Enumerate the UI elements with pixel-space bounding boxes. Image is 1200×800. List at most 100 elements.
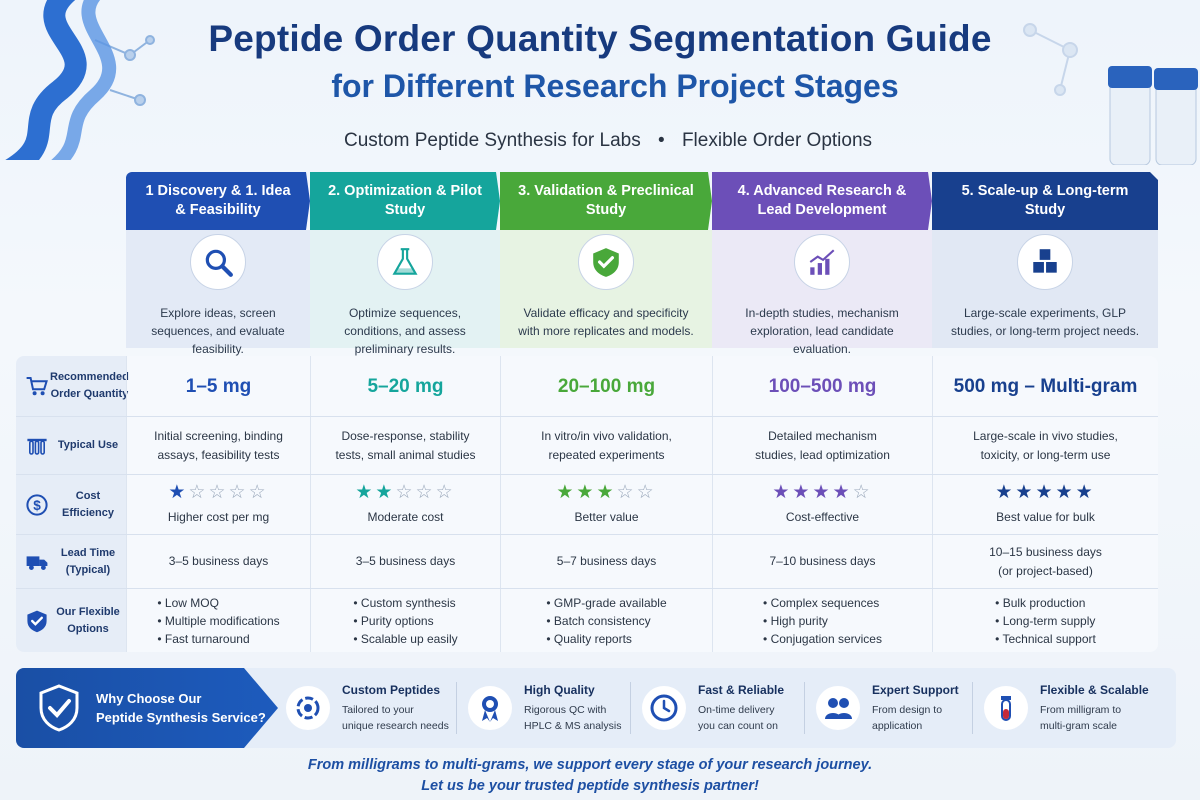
magnifier-icon [205, 249, 233, 277]
cell-text-line: repeated experiments [548, 447, 665, 462]
feature-desc-line1: From milligram to [1040, 703, 1122, 716]
shield-check-icon [593, 248, 619, 277]
list-item: Batch consistency [546, 612, 666, 630]
cell-text-line: studies, lead optimization [755, 447, 890, 462]
feature-icon-circle [642, 686, 686, 730]
list-item: Custom synthesis [353, 594, 457, 612]
table-row-options: Our Flexible Options Low MOQMultiple modi… [16, 588, 1158, 652]
list-item: Long-term supply [995, 612, 1096, 630]
feature-title: High Quality [524, 682, 595, 697]
options-list: GMP-grade availableBatch consistencyQual… [546, 594, 667, 648]
gear-refresh-icon [296, 696, 320, 720]
star-empty-icon: ☆ [636, 481, 657, 503]
stage-body: In-depth studies, mechanism exploration,… [712, 230, 932, 356]
feature-item: Flexible & Scalable From milligram to mult… [984, 668, 1149, 748]
stage-description: In-depth studies, mechanism exploration,… [745, 306, 899, 356]
table-cell: 7–10 business days [712, 535, 932, 588]
trend-chart-icon [809, 249, 835, 275]
list-item: Multiple modifications [157, 612, 280, 630]
quantity-value: 500 mg – Multi-gram [953, 375, 1138, 397]
vials-decoration [1023, 23, 1198, 165]
star-filled-icon: ★ [355, 481, 376, 503]
stage-column-1: 1 Discovery & 1. Idea & Feasibility Explo… [126, 172, 310, 356]
star-rating: ★★★★☆ [772, 483, 872, 502]
table-cell: ★★★★☆ Cost-effective [712, 475, 932, 534]
table-cell: ★★☆☆☆ Moderate cost [310, 475, 500, 534]
row-label-text: Lead Time (Typical) [60, 546, 116, 576]
star-filled-icon: ★ [1075, 481, 1096, 503]
cubes-icon [1033, 249, 1057, 273]
award-ribbon-icon [482, 696, 498, 722]
options-list: Complex sequencesHigh purityConjugation … [763, 594, 882, 648]
cost-label: Best value for bulk [996, 509, 1095, 524]
list-item: High purity [763, 612, 882, 630]
quantity-value: 100–500 mg [768, 375, 877, 397]
why-choose-lead: Why Choose Our Peptide Synthesis Service… [16, 668, 278, 748]
star-filled-icon: ★ [772, 481, 793, 503]
cart-icon [26, 377, 48, 396]
feature-desc-line2: multi-gram scale [1040, 719, 1118, 732]
star-empty-icon: ☆ [616, 481, 637, 503]
feature-text: Custom Peptides Tailored to your unique re… [342, 683, 449, 734]
star-empty-icon: ☆ [435, 481, 456, 503]
feature-item: Expert Support From design to application [816, 668, 959, 748]
row-label-icon: $ [24, 492, 50, 518]
flask-icon [392, 248, 418, 275]
quantity-value: 1–5 mg [185, 375, 252, 397]
why-choose-bar: Why Choose Our Peptide Synthesis Service… [16, 668, 1176, 748]
star-rating: ★★★★★ [995, 483, 1095, 502]
options-list: Low MOQMultiple modificationsFast turnar… [157, 594, 280, 648]
cell-text-line: In vitro/in vivo validation, [541, 428, 672, 443]
stage-icon-circle [190, 234, 246, 290]
table-row-quantity: Recommended Order Quantity 1–5 mg 5–20 mg 2… [16, 356, 1158, 416]
feature-title: Flexible & Scalable [1040, 682, 1149, 697]
stage-description: Large-scale experiments, GLP studies, or… [950, 306, 1140, 338]
shield-check-icon [27, 610, 47, 632]
feature-item: Custom Peptides Tailored to your unique re… [286, 668, 449, 748]
table-row-cost-efficiency: $ Cost Efficiency ★☆☆☆☆ Higher cost per mg ★… [16, 474, 1158, 534]
feature-text: Expert Support From design to application [872, 683, 959, 734]
stage-description: Validate efficacy and specificity with m… [518, 306, 694, 338]
table-cell: 20–100 mg [500, 356, 712, 416]
table-cell: GMP-grade availableBatch consistencyQual… [500, 589, 712, 652]
options-list: Bulk productionLong-term supplyTechnical… [995, 594, 1096, 648]
truck-icon [26, 555, 48, 570]
row-label: Our Flexible Options [16, 589, 126, 652]
star-rating: ★★★☆☆ [556, 483, 656, 502]
feature-item: High Quality Rigorous QC with HPLC & MS an… [468, 668, 621, 748]
table-cell: Complex sequencesHigh purityConjugation … [712, 589, 932, 652]
feature-title: Expert Support [872, 682, 959, 697]
star-filled-icon: ★ [375, 481, 396, 503]
table-cell: ★☆☆☆☆ Higher cost per mg [126, 475, 310, 534]
row-label: Lead Time (Typical) [16, 535, 126, 588]
test-tubes-icon [27, 438, 47, 455]
star-rating: ★☆☆☆☆ [168, 483, 268, 502]
feature-desc-line1: Rigorous QC with [524, 703, 607, 716]
feature-text: Flexible & Scalable From milligram to mult… [1040, 683, 1149, 734]
peptide-helix-decoration [5, 0, 155, 160]
cell-text-line: Detailed mechanism [768, 428, 877, 443]
feature-item: Fast & Reliable On-time delivery you can c… [642, 668, 784, 748]
star-rating: ★★☆☆☆ [355, 483, 455, 502]
table-row-lead-time: Lead Time (Typical) 3–5 business days 3–5 … [16, 534, 1158, 588]
feature-desc-line1: From design to [872, 703, 943, 716]
row-label-text: Cost Efficiency [62, 489, 114, 519]
feature-desc-line2: unique research needs [342, 719, 449, 732]
stage-icon-circle [794, 234, 850, 290]
stage-icon-circle [578, 234, 634, 290]
stage-title: 5. Scale-up & Long-term Study [932, 172, 1158, 230]
table-cell: ★★★☆☆ Better value [500, 475, 712, 534]
vial-icon [1001, 696, 1011, 721]
row-label-text: Typical Use [57, 439, 119, 451]
star-filled-icon: ★ [168, 481, 189, 503]
subtitle-left: Custom Peptide Synthesis for Labs [343, 130, 641, 151]
stage-column-2: 2. Optimization & Pilot Study Optimize se… [310, 172, 500, 356]
footer-line1: From milligrams to multi-grams, we suppo… [307, 757, 873, 773]
star-empty-icon: ☆ [248, 481, 269, 503]
star-filled-icon: ★ [812, 481, 833, 503]
table-cell: 1–5 mg [126, 356, 310, 416]
stage-title: 2. Optimization & Pilot Study [310, 172, 500, 230]
table-cell: Detailed mechanism studies, lead optimiza… [712, 417, 932, 474]
list-item: Low MOQ [157, 594, 279, 612]
table-cell: 500 mg – Multi-gram [932, 356, 1158, 416]
